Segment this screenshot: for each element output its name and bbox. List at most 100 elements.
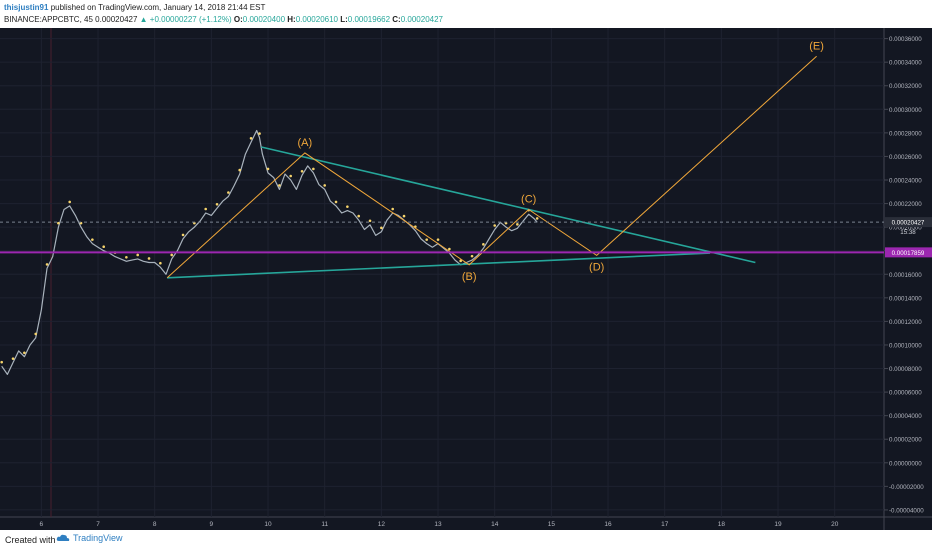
indicator-dot: [238, 168, 241, 172]
indicator-dot: [34, 332, 37, 336]
wave-label: (C): [521, 193, 536, 205]
y-tick-label: 0.00008000: [889, 366, 922, 373]
y-tick-label: 0.00010000: [889, 342, 922, 349]
price-chart[interactable]: 0.00036000 0.00034000 0.00032000 0.00030000…: [0, 28, 932, 530]
symbol-name: BINANCE:APPCBTC, 45: [4, 15, 93, 24]
indicator-dot: [23, 351, 26, 355]
indicator-dot: [357, 214, 361, 218]
wave-label: (E): [809, 40, 824, 52]
x-tick-label: 19: [774, 521, 782, 528]
wave-label: (D): [589, 261, 604, 273]
close-label: C:: [392, 15, 401, 24]
y-tick-label: -0.00004000: [889, 507, 924, 514]
upper-trendline[interactable]: [261, 146, 756, 264]
y-tick-label: 0.00002000: [889, 437, 922, 444]
time-axis-background: [0, 517, 932, 530]
time-axis: 6 7 8 9 10 11 12 13 14 15 16 17 18 19 20: [40, 521, 839, 528]
indicator-dot: [436, 238, 440, 241]
indicator-dot: [0, 360, 3, 364]
low-value: 0.00019662: [347, 15, 391, 24]
cloud-icon: [56, 534, 70, 541]
created-with-label: Created with: [5, 535, 56, 545]
indicator-dot: [181, 233, 185, 237]
high-value: 0.00020610: [295, 15, 338, 24]
indicator-dot: [391, 207, 395, 211]
indicator-dot: [425, 238, 429, 241]
x-tick-label: 8: [153, 521, 157, 528]
x-tick-label: 7: [96, 521, 100, 528]
support-price-label: 0.00017859: [892, 250, 925, 257]
indicator-dot: [368, 219, 372, 223]
author-link[interactable]: thisjustin91: [4, 3, 49, 12]
close-value: 0.00020427: [400, 15, 443, 24]
indicator-dot: [312, 167, 315, 171]
lower-trendline[interactable]: [167, 252, 711, 279]
indicator-dot: [289, 174, 293, 178]
footer: Created with TradingView: [0, 530, 932, 550]
x-tick-label: 13: [434, 521, 442, 528]
y-tick-label: 0.00004000: [889, 413, 922, 420]
y-tick-label: 0.00030000: [889, 107, 922, 114]
x-tick-label: 11: [321, 521, 328, 528]
indicator-dot: [204, 207, 207, 211]
y-tick-label: 0.00032000: [889, 83, 922, 90]
indicator-dot: [57, 221, 60, 225]
last-price-label: 0.00020427: [892, 220, 925, 227]
y-tick-label: 0.00006000: [889, 390, 922, 397]
indicator-dot: [346, 205, 349, 208]
wave-label: (A): [298, 137, 313, 149]
y-tick-label: 0.00016000: [889, 272, 922, 279]
indicator-dot: [493, 224, 497, 227]
x-tick-label: 14: [491, 521, 499, 528]
indicator-dot: [300, 169, 304, 173]
y-tick-label: 0.00012000: [889, 319, 922, 326]
indicator-dot: [147, 257, 151, 260]
chart-header: thisjustin91 published on TradingView.co…: [0, 0, 932, 28]
countdown-label: 15:38: [900, 229, 916, 236]
y-tick-label: 0.00034000: [889, 60, 922, 67]
indicator-dot: [448, 247, 451, 251]
indicator-dot: [380, 226, 383, 230]
indicator-dot: [266, 167, 270, 171]
current-price: 0.00020427: [95, 15, 138, 24]
indicator-dot: [249, 136, 253, 140]
y-tick-label: 0.00000000: [889, 460, 922, 467]
wave-path[interactable]: [166, 55, 817, 279]
indicator-dot: [215, 202, 219, 206]
grid-lines: [0, 28, 884, 517]
indicator-dot: [102, 245, 105, 249]
publish-info: published on TradingView.com, January 14…: [50, 3, 266, 12]
indicator-dot: [170, 253, 173, 257]
x-tick-label: 18: [718, 521, 726, 528]
y-tick-label: 0.00036000: [889, 36, 922, 43]
indicator-dot: [136, 253, 139, 257]
indicator-dot: [68, 200, 71, 204]
indicator-dot: [516, 223, 519, 226]
x-tick-label: 6: [40, 521, 44, 528]
y-tick-label: 0.00028000: [889, 130, 922, 137]
y-tick-label: 0.00024000: [889, 178, 922, 185]
x-tick-label: 15: [548, 521, 556, 528]
tradingview-logo[interactable]: TradingView: [56, 533, 123, 543]
symbol-line: BINANCE:APPCBTC, 45 0.00020427 ▲ +0.0000…: [4, 15, 443, 24]
y-tick-label: 0.00014000: [889, 295, 922, 302]
indicator-dot: [323, 184, 327, 187]
price-markers: 0.00017859 0.00020427 15:38: [0, 217, 932, 258]
indicator-dot: [159, 261, 162, 265]
support-price-tag: [885, 247, 932, 258]
y-tick-label: 0.00026000: [889, 154, 922, 161]
indicator-dot: [278, 184, 281, 187]
low-label: L:: [340, 15, 348, 24]
indicator-dot: [334, 200, 338, 204]
indicator-dot: [459, 259, 463, 263]
x-tick-label: 10: [264, 521, 272, 528]
x-tick-label: 16: [604, 521, 612, 528]
x-tick-label: 20: [831, 521, 839, 528]
open-value: 0.00020400: [242, 15, 286, 24]
drawings-layer: (A) (B) (C) (D) (E): [166, 40, 824, 283]
indicator-dot: [402, 214, 406, 218]
wave-label: (B): [462, 271, 477, 283]
price-axis: 0.00036000 0.00034000 0.00032000 0.00030000…: [884, 36, 924, 514]
open-label: O:: [233, 15, 243, 24]
indicator-dot: [91, 238, 94, 241]
